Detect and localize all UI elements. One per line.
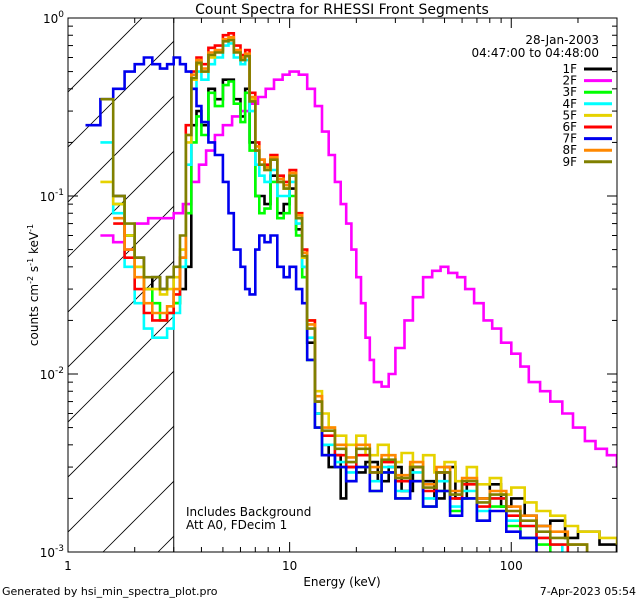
series-lines	[85, 31, 617, 552]
hatch-line	[68, 370, 174, 478]
y-tick-label: 10-2	[40, 366, 64, 382]
annotation-background: Includes Background	[186, 505, 311, 519]
hatch-line	[68, 205, 174, 313]
x-tick-label: 10	[282, 559, 297, 573]
footer-generated-by: Generated by hsi_min_spectra_plot.pro	[2, 585, 218, 598]
y-tick-label: 10-1	[40, 188, 64, 204]
legend-label-5F: 5F	[562, 108, 577, 122]
series-line-4F	[100, 42, 564, 552]
annotation-attenuator: Att A0, FDecim 1	[186, 518, 287, 532]
hatch-line	[68, 18, 143, 93]
series-line-5F	[100, 37, 617, 545]
hatch-line	[68, 425, 174, 533]
legend-label-4F: 4F	[562, 97, 577, 111]
date-label: 28-Jan-2003	[525, 33, 599, 47]
chart-title: Count Spectra for RHESSI Front Segments	[195, 2, 489, 18]
legend-label-1F: 1F	[562, 62, 577, 76]
legend-label-2F: 2F	[562, 74, 577, 88]
legend-label-8F: 8F	[562, 143, 577, 157]
series-line-8F	[113, 35, 589, 552]
legend-label-7F: 7F	[562, 132, 577, 146]
footer-timestamp: 7-Apr-2023 05:54	[540, 585, 636, 598]
hatch-line	[68, 40, 174, 148]
legend-label-6F: 6F	[562, 120, 577, 134]
axis-ticks	[67, 17, 618, 553]
y-tick-label: 100	[43, 10, 64, 26]
x-tick-labels: 1 10 100	[64, 559, 523, 573]
x-axis-label: Energy (keV)	[303, 575, 380, 589]
y-tick-label: 10-3	[40, 544, 64, 560]
series-line-2F	[100, 70, 617, 468]
x-tick-label: 100	[500, 559, 523, 573]
excluded-energy-region	[68, 0, 640, 552]
time-range-label: 04:47:00 to 04:48:00	[472, 46, 599, 60]
hatch-line	[102, 480, 174, 552]
hatch-line	[68, 150, 174, 258]
y-axis-label: counts cm-2 s-1 keV-1	[26, 224, 41, 346]
series-line-7F	[85, 56, 538, 552]
legend-label-9F: 9F	[562, 155, 577, 169]
legend-label-3F: 3F	[562, 85, 577, 99]
x-tick-label: 1	[64, 559, 72, 573]
hatch-line	[268, 0, 640, 552]
hatch-pattern	[68, 0, 640, 552]
y-tick-labels: 10-3 10-2 10-1 100	[40, 10, 65, 560]
series-line-9F	[100, 38, 589, 552]
plot-frame	[67, 17, 618, 553]
